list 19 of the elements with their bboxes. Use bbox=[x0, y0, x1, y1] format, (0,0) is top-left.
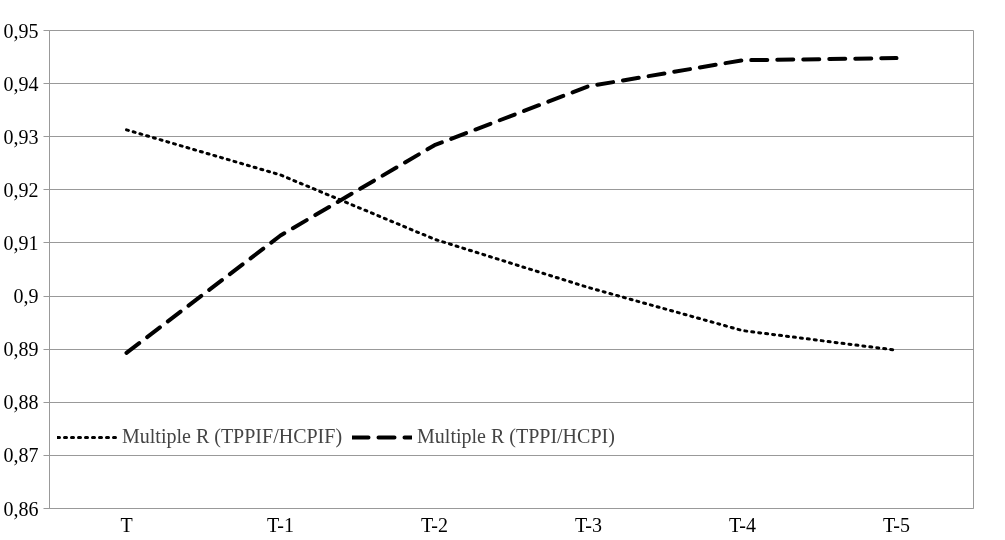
legend-label: Multiple R (TPPI/HCPI) bbox=[417, 425, 615, 448]
y-tick-label: 0,88 bbox=[3, 391, 39, 414]
y-tick-label: 0,95 bbox=[3, 19, 39, 42]
y-tick-label: 0,93 bbox=[3, 125, 39, 148]
y-tick-label: 0,86 bbox=[3, 497, 39, 520]
x-tick-label: T-2 bbox=[420, 513, 449, 536]
legend-label: Multiple R (TPPIF/HCPIF) bbox=[122, 425, 343, 448]
x-tick-label: T-3 bbox=[574, 513, 603, 536]
x-tick-label: T-1 bbox=[266, 513, 295, 536]
y-tick-label: 0,89 bbox=[3, 338, 39, 361]
x-tick-label: T bbox=[120, 513, 133, 536]
y-tick-label: 0,9 bbox=[13, 285, 39, 308]
x-tick-label: T-4 bbox=[728, 513, 757, 536]
y-tick-label: 0,87 bbox=[3, 444, 39, 467]
line-series bbox=[124, 56, 899, 355]
y-tick-label: 0,94 bbox=[3, 72, 39, 95]
x-tick-label: T-5 bbox=[882, 513, 911, 536]
y-tick-label: 0,92 bbox=[3, 178, 39, 201]
y-tick-label: 0,91 bbox=[3, 231, 39, 254]
